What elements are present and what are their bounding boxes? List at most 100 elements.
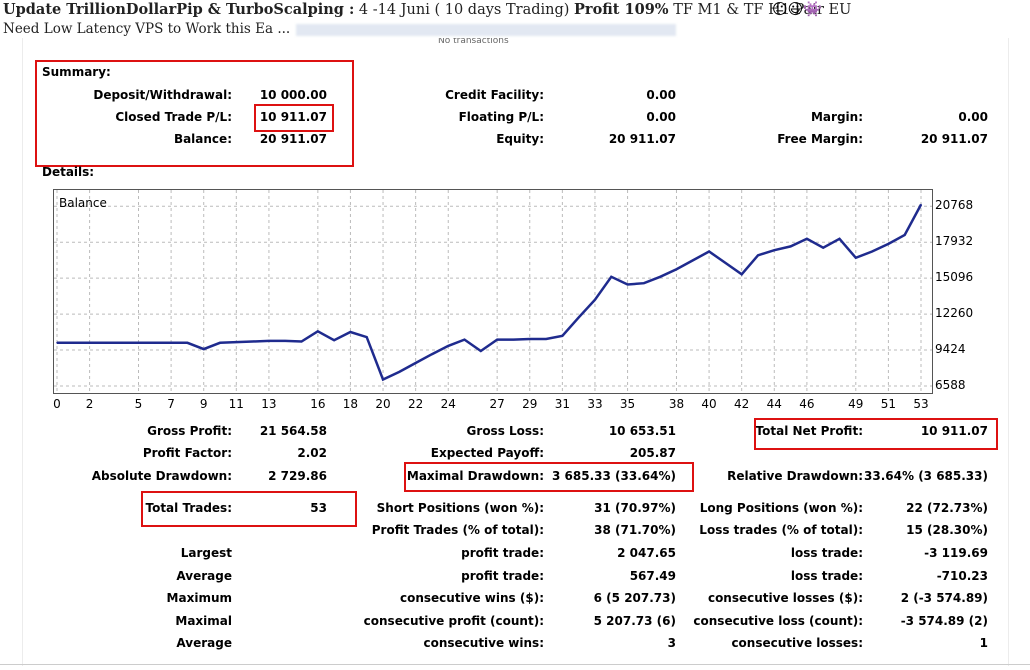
- summary-highlight: [35, 60, 354, 167]
- x-tick-label: 46: [799, 397, 815, 411]
- data-point: [675, 268, 678, 270]
- row-value: -3 574.89 (2): [900, 614, 988, 628]
- balance-chart-svg: Balance: [53, 189, 933, 394]
- data-point: [529, 338, 531, 340]
- x-tick-label: 9: [199, 397, 208, 411]
- x-tick-label: 38: [668, 397, 685, 411]
- data-point: [920, 203, 922, 206]
- total-trades-highlight: [141, 491, 357, 527]
- data-point: [724, 262, 727, 264]
- gross-profit-value: 21 564.58: [259, 424, 327, 438]
- short-positions-label: Short Positions (won %):: [376, 501, 544, 515]
- bottom-divider: [0, 664, 1030, 665]
- total-net-profit-highlight: [754, 418, 998, 450]
- gross-loss-label: Gross Loss:: [466, 424, 544, 438]
- x-tick-label: 31: [554, 397, 570, 411]
- data-point: [317, 330, 319, 333]
- row-value: -3 119.69: [924, 546, 988, 560]
- loss-trades-value: 15 (28.30%): [906, 523, 988, 537]
- summary-heading: Summary:: [42, 65, 111, 79]
- y-tick-label: 12260: [935, 306, 974, 321]
- data-point: [855, 257, 857, 259]
- row-label: Average: [176, 636, 232, 650]
- post-title-profit: Profit 109%: [574, 1, 669, 18]
- data-point: [561, 335, 564, 337]
- data-point: [202, 348, 205, 350]
- data-point: [105, 342, 107, 344]
- row-label: Maximum: [166, 591, 232, 605]
- x-tick-label: 22: [408, 397, 424, 411]
- deposit-label: Deposit/Withdrawal:: [93, 88, 232, 102]
- free-margin-label: Free Margin:: [777, 132, 863, 146]
- closed-pl-label: Closed Trade P/L:: [115, 110, 232, 124]
- data-point: [235, 341, 238, 343]
- maximal-drawdown-label: Maximal Drawdown:: [406, 469, 544, 483]
- emoji-icons: 😐😃👾: [772, 0, 822, 18]
- post-title: Update TrillionDollarPip & TurboScalping…: [3, 1, 851, 18]
- row-label: consecutive wins:: [423, 636, 544, 650]
- chart-title: Balance: [59, 196, 107, 210]
- x-tick-label: 44: [766, 397, 782, 411]
- absolute-drawdown-label: Absolute Drawdown:: [91, 469, 232, 483]
- row-label: profit trade:: [461, 546, 544, 560]
- balance-value: 20 911.07: [259, 132, 327, 146]
- x-tick-label: 5: [134, 397, 143, 411]
- expected-payoff-label: Expected Payoff:: [430, 446, 544, 460]
- x-tick-label: 18: [342, 397, 359, 411]
- data-point: [643, 282, 645, 284]
- x-tick-label: 13: [261, 397, 277, 411]
- y-tick-label: 17932: [935, 234, 974, 249]
- x-tick-label: 53: [913, 397, 929, 411]
- data-point: [88, 342, 91, 344]
- post-subtitle: Need Low Latency VPS to Work this Ea ...: [3, 21, 677, 37]
- data-point: [577, 316, 580, 319]
- data-point: [219, 342, 221, 344]
- data-point: [333, 339, 335, 341]
- row-label: loss trade:: [790, 546, 863, 560]
- maximal-drawdown-highlight: [404, 462, 694, 492]
- expected-payoff-value: 205.87: [629, 446, 676, 460]
- long-positions-value: 22 (72.73%): [906, 501, 988, 515]
- data-point: [121, 342, 123, 344]
- absolute-drawdown-value: 2 729.86: [268, 469, 327, 483]
- data-point: [594, 298, 596, 301]
- data-point: [740, 273, 743, 276]
- x-tick-label: 0: [53, 397, 61, 411]
- data-point: [626, 283, 629, 286]
- data-point: [300, 340, 303, 343]
- data-point: [496, 338, 499, 341]
- loss-trades-label: Loss trades (% of total):: [699, 523, 863, 537]
- closed-pl-highlight: [254, 104, 334, 132]
- x-tick-label: 33: [587, 397, 603, 411]
- relative-drawdown-label: Relative Drawdown:: [727, 469, 863, 483]
- x-tick-label: 42: [734, 397, 750, 411]
- long-positions-label: Long Positions (won %):: [699, 501, 863, 515]
- row-label: profit trade:: [461, 569, 544, 583]
- margin-value: 0.00: [958, 110, 988, 124]
- overlap-text: No transactions: [438, 38, 509, 46]
- y-tick-label: 6588: [935, 378, 966, 392]
- row-value: -710.23: [936, 569, 988, 583]
- x-tick-label: 7: [167, 397, 175, 411]
- data-point: [806, 238, 808, 240]
- row-value: 3: [667, 636, 676, 650]
- row-label: loss trade:: [790, 569, 863, 583]
- margin-label: Margin:: [810, 110, 863, 124]
- data-points: [56, 203, 922, 381]
- profit-trades-value: 38 (71.70%): [594, 523, 676, 537]
- x-tick-label: 20: [375, 397, 391, 411]
- data-point: [463, 338, 466, 341]
- row-value: 1: [979, 636, 988, 650]
- credit-label: Credit Facility:: [445, 88, 544, 102]
- free-margin-value: 20 911.07: [920, 132, 988, 146]
- post-subtitle-text: Need Low Latency VPS to Work this Ea ...: [3, 21, 291, 37]
- data-point: [480, 350, 482, 352]
- data-point: [887, 243, 890, 245]
- blurred-link[interactable]: [296, 23, 677, 36]
- post-title-bold: Update TrillionDollarPip & TurboScalping…: [3, 1, 355, 18]
- data-point: [414, 362, 417, 364]
- data-point: [610, 276, 613, 278]
- data-point: [659, 276, 661, 278]
- equity-value: 20 911.07: [608, 132, 676, 146]
- x-tick-label: 16: [310, 397, 326, 411]
